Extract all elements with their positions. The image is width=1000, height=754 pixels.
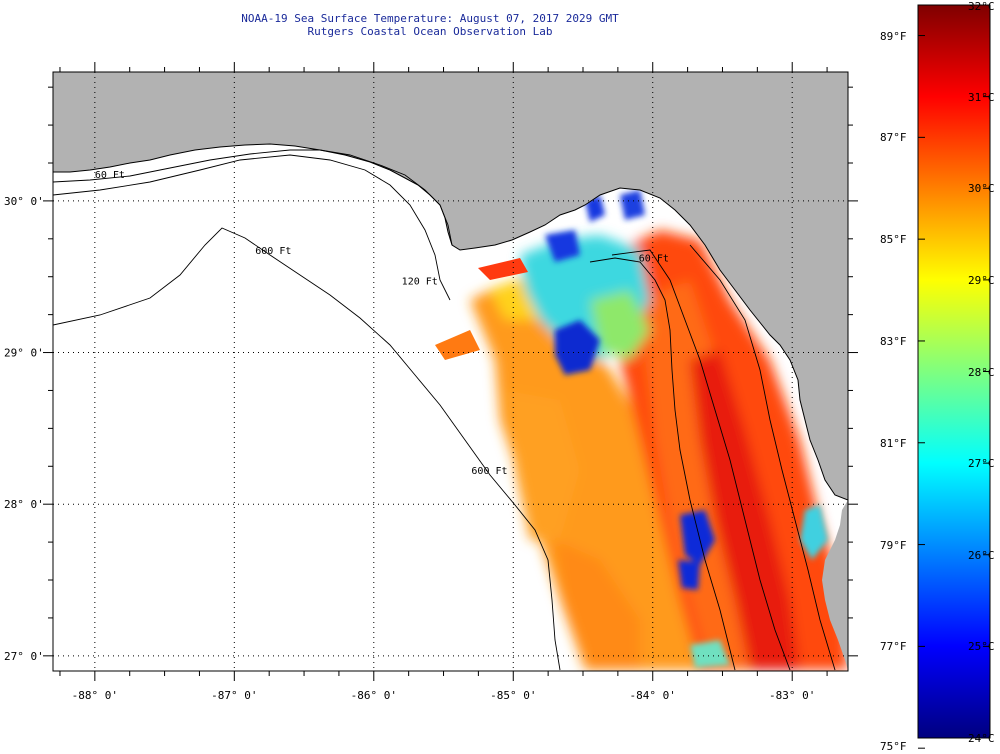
isobath-label: 60 Ft <box>95 170 125 181</box>
colorbar-celsius-label: 24°C <box>968 732 995 745</box>
sst-blue-coast-north2 <box>620 190 645 220</box>
lon-tick-label: -87° 0' <box>211 689 257 702</box>
colorbar-celsius-label: 31°C <box>968 90 995 104</box>
map-frame <box>52 71 849 672</box>
colorbar-celsius-label: 28°C <box>968 365 995 379</box>
colorbar-celsius-label: 27°C <box>968 457 995 471</box>
lat-tick-label: 29° 0' <box>4 347 44 360</box>
isobath-120ft-west <box>53 154 451 301</box>
sst-blue-apalachee <box>555 320 600 375</box>
land-mobile-bay-peninsula <box>80 92 110 168</box>
colorbar-celsius-label: 29°C <box>968 273 995 287</box>
lon-tick-label: -84° 0' <box>630 689 676 702</box>
colorbar-fahrenheit-label: 87°F <box>880 131 907 145</box>
colorbar-celsius-label: 25°C <box>968 640 995 654</box>
title-line-1: NOAA-19 Sea Surface Temperature: August … <box>241 12 619 25</box>
title-line-2: Rutgers Coastal Ocean Observation Lab <box>307 25 553 38</box>
sst-orange-west <box>470 285 700 670</box>
sst-blue-patch-south <box>680 510 715 565</box>
sst-field <box>435 190 848 670</box>
axis-labels: -88° 0' -87° 0' -86° 0' -85° 0' -84° 0' -83° … <box>4 195 815 702</box>
colorbar-fahrenheit-label: 89°F <box>880 29 907 43</box>
colorbar-celsius-label: 32°C <box>968 0 995 13</box>
sst-blue-coast-nw <box>545 230 580 262</box>
sst-orange-southwest <box>505 390 580 540</box>
colorbar-celsius-label: 26°C <box>968 548 995 562</box>
colorbar-fahrenheit-label: 81°F <box>880 436 907 450</box>
colorbar-fahrenheit-label: 85°F <box>880 233 907 247</box>
colorbar-fahrenheit-label: 75°F <box>880 740 907 753</box>
isobath-labels: 60 Ft 600 Ft 120 Ft 600 Ft 60 Ft <box>95 170 669 477</box>
land-north-coast <box>53 72 848 500</box>
colorbar-fahrenheit-label: 77°F <box>880 640 907 654</box>
sst-orange-south <box>555 540 640 670</box>
sst-deep-red-core <box>690 350 800 670</box>
sst-cyan-south <box>690 640 730 668</box>
colorbar-fahrenheit-label: 83°F <box>880 334 907 348</box>
lat-tick-label: 30° 0' <box>4 195 44 208</box>
lon-tick-label: -88° 0' <box>72 689 118 702</box>
lon-tick-label: -85° 0' <box>490 689 536 702</box>
map-plot-area: 60 Ft 600 Ft 120 Ft 600 Ft 60 Ft <box>53 72 848 671</box>
colorbar-fahrenheit-label: 79°F <box>880 538 907 552</box>
axis-ticks <box>43 62 858 681</box>
isobath-label: 600 Ft <box>471 466 507 477</box>
colorbar <box>917 4 991 739</box>
sst-blue-patch-south2 <box>678 560 700 590</box>
isobath-30ft-east <box>689 244 836 671</box>
isobath-600ft <box>53 227 561 671</box>
isobath-label: 60 Ft <box>639 254 669 265</box>
coastline <box>53 143 848 501</box>
isobath-label: 120 Ft <box>402 276 438 287</box>
lon-tick-label: -86° 0' <box>351 689 397 702</box>
land <box>53 72 848 670</box>
lon-tick-label: -83° 0' <box>769 689 815 702</box>
land-tampa-peninsula <box>822 500 848 670</box>
isobath-60ft-east <box>589 257 736 671</box>
sst-red-strip-north <box>478 258 528 280</box>
isobath-label: 600 Ft <box>255 246 291 257</box>
colorbar-ticks <box>918 4 990 749</box>
sst-cyan-tampa <box>800 505 828 560</box>
sst-green-nearshore <box>590 290 650 360</box>
isobath-120ft-east <box>611 249 791 671</box>
lat-tick-label: 28° 0' <box>4 498 44 511</box>
lat-tick-label: 27° 0' <box>4 650 44 663</box>
colorbar-celsius-label: 30°C <box>968 182 995 196</box>
